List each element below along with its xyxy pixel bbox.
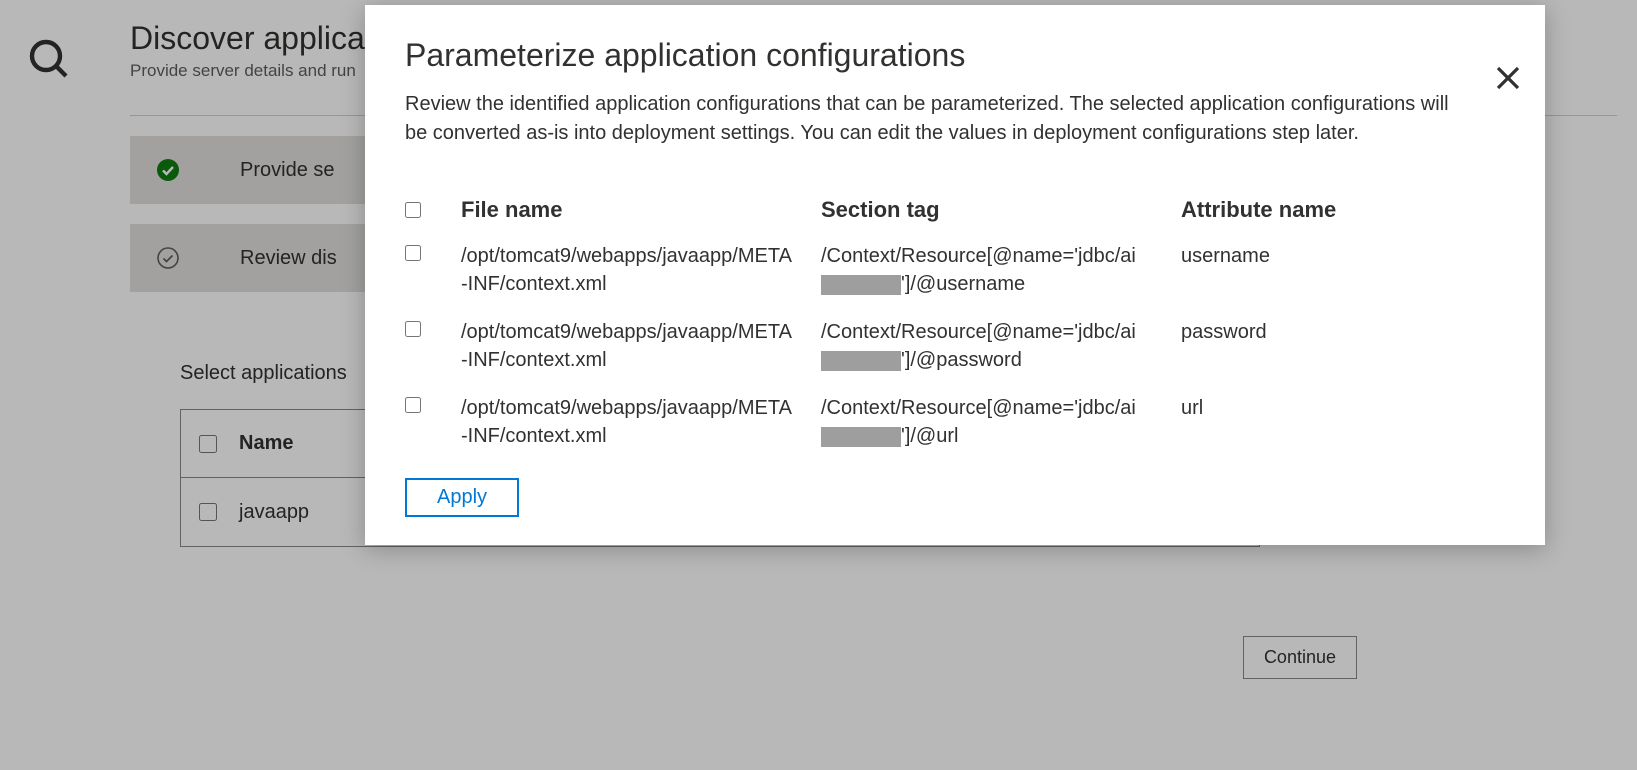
redacted-segment <box>821 351 901 371</box>
config-attribute-name: username <box>1181 242 1505 270</box>
config-section-tag: /Context/Resource[@name='jdbc/ai']/@pass… <box>821 318 1181 374</box>
config-row: /opt/tomcat9/webapps/javaapp/META-INF/co… <box>405 394 1505 450</box>
config-section-tag: /Context/Resource[@name='jdbc/ai']/@user… <box>821 242 1181 298</box>
column-header-attribute: Attribute name <box>1181 197 1505 223</box>
config-file-name: /opt/tomcat9/webapps/javaapp/META-INF/co… <box>461 394 821 450</box>
dialog-description: Review the identified application config… <box>405 90 1475 148</box>
config-file-name: /opt/tomcat9/webapps/javaapp/META-INF/co… <box>461 242 821 298</box>
redacted-segment <box>821 427 901 447</box>
column-header-file: File name <box>461 197 821 223</box>
parameterize-dialog: Parameterize application configurations … <box>365 5 1545 545</box>
config-row-checkbox[interactable] <box>405 321 421 337</box>
column-header-section: Section tag <box>821 197 1181 223</box>
dialog-title: Parameterize application configurations <box>405 37 1505 74</box>
configurations-table: File name Section tag Attribute name /op… <box>405 196 1505 450</box>
config-attribute-name: url <box>1181 394 1505 422</box>
apply-button[interactable]: Apply <box>405 478 519 517</box>
config-section-tag: /Context/Resource[@name='jdbc/ai']/@url <box>821 394 1181 450</box>
config-row-checkbox[interactable] <box>405 245 421 261</box>
close-button[interactable] <box>1493 63 1523 98</box>
table-header: File name Section tag Attribute name <box>405 196 1505 224</box>
config-attribute-name: password <box>1181 318 1505 346</box>
config-row: /opt/tomcat9/webapps/javaapp/META-INF/co… <box>405 318 1505 374</box>
select-all-configs-checkbox[interactable] <box>405 202 421 218</box>
config-row-checkbox[interactable] <box>405 397 421 413</box>
redacted-segment <box>821 275 901 295</box>
config-row: /opt/tomcat9/webapps/javaapp/META-INF/co… <box>405 242 1505 298</box>
config-file-name: /opt/tomcat9/webapps/javaapp/META-INF/co… <box>461 318 821 374</box>
